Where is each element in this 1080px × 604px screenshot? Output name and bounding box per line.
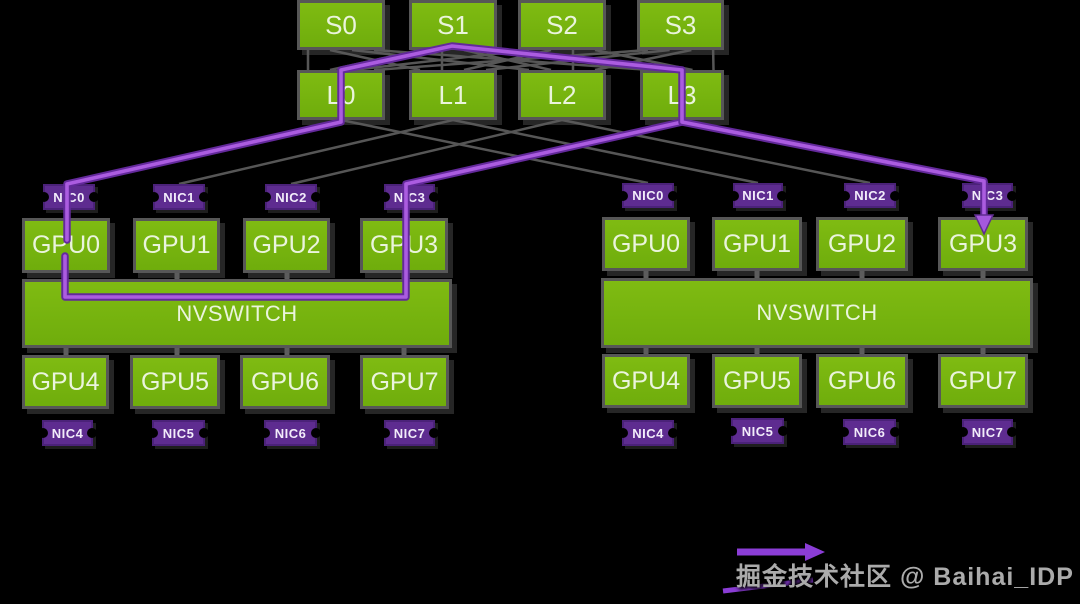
node1-nic0: NIC0 [43, 184, 95, 210]
node1-gpu2: GPU2 [243, 218, 330, 273]
node2-nic2: NIC2 [844, 183, 896, 208]
node1-nic1: NIC1 [153, 184, 205, 210]
node2-gpu1: GPU1 [712, 217, 802, 271]
spine-switch-s1: S1 [409, 0, 497, 50]
spine-switch-s0: S0 [297, 0, 385, 50]
node2-nic4: NIC4 [622, 420, 674, 446]
node2-nic0: NIC0 [622, 183, 674, 208]
node1-nvswitch: NVSWITCH [22, 279, 452, 348]
node1-gpu1: GPU1 [133, 218, 220, 273]
node2-gpu7: GPU7 [938, 354, 1028, 408]
node1-gpu3: GPU3 [360, 218, 448, 273]
node2-nic5: NIC5 [731, 418, 784, 444]
node1-gpu6: GPU6 [240, 355, 330, 409]
leaf-switch-l3: L3 [640, 70, 724, 120]
node2-nvswitch: NVSWITCH [601, 278, 1033, 348]
node1-nic5: NIC5 [152, 420, 205, 446]
node1-nic2: NIC2 [265, 184, 317, 210]
node2-nic7: NIC7 [962, 419, 1013, 445]
node1-gpu5: GPU5 [130, 355, 220, 409]
leaf-switch-l0: L0 [297, 70, 385, 120]
leaf-switch-l2: L2 [518, 70, 606, 120]
watermark-text: 掘金技术社区 @ Baihai_IDP [736, 563, 1074, 591]
spine-switch-s3: S3 [637, 0, 724, 50]
node2-gpu2: GPU2 [816, 217, 908, 271]
node1-nic4: NIC4 [42, 420, 93, 446]
node2-gpu3: GPU3 [938, 217, 1028, 271]
node1-nic3: NIC3 [384, 184, 435, 210]
node2-gpu4: GPU4 [602, 354, 690, 408]
node1-gpu4: GPU4 [22, 355, 109, 409]
node1-gpu7: GPU7 [360, 355, 449, 409]
node2-gpu0: GPU0 [602, 217, 690, 271]
node1-nic6: NIC6 [264, 420, 317, 446]
node2-nic6: NIC6 [843, 419, 896, 445]
node2-nic3: NIC3 [962, 183, 1013, 208]
node2-nic1: NIC1 [733, 183, 783, 208]
node1-nic7: NIC7 [384, 420, 435, 446]
node2-gpu5: GPU5 [712, 354, 802, 408]
spine-switch-s2: S2 [518, 0, 606, 50]
node2-gpu6: GPU6 [816, 354, 908, 408]
leaf-switch-l1: L1 [409, 70, 497, 120]
node1-gpu0: GPU0 [22, 218, 110, 273]
